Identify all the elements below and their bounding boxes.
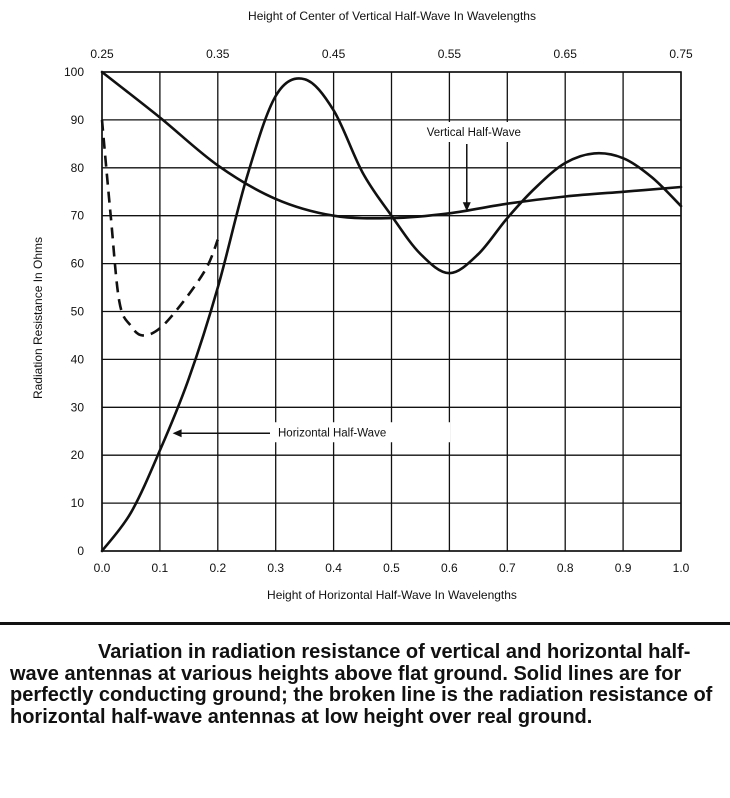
caption-divider	[0, 622, 730, 625]
x-tick-label: 0.0	[94, 561, 111, 575]
y-tick-label: 100	[64, 65, 84, 79]
x-tick-label: 0.3	[267, 561, 284, 575]
horizontal-label-bg	[272, 422, 450, 443]
x-tick-label: 1.0	[673, 561, 690, 575]
x2-tick-label: 0.25	[90, 47, 114, 61]
vertical-arrow-head	[462, 202, 471, 212]
x2-tick-label: 0.45	[322, 47, 346, 61]
y-tick-label: 0	[77, 544, 84, 558]
horizontal-half-wave-label: Horizontal Half-Wave	[278, 427, 386, 439]
y-tick-label: 20	[71, 448, 85, 462]
x2-tick-label: 0.65	[554, 47, 578, 61]
x2-tick-label: 0.55	[438, 47, 462, 61]
x2-tick-label: 0.35	[206, 47, 230, 61]
y-tick-label: 70	[71, 209, 85, 223]
x-tick-label: 0.6	[441, 561, 458, 575]
horizontal-half-wave-line	[100, 77, 683, 553]
y-tick-label: 80	[71, 161, 85, 175]
y-axis-title: Radiation Resistance In Ohms	[31, 237, 45, 399]
annotations: Vertical Half-Wave Horizontal Half-Wave	[172, 122, 549, 443]
y-tick-label: 90	[71, 113, 85, 127]
x-tick-label: 0.7	[499, 561, 516, 575]
top-axis-title: Height of Center of Vertical Half-Wave I…	[248, 9, 536, 23]
tick-labels: 0.0 0.1 0.2 0.3 0.4 0.5 0.6 0.7 0.8 0.9 1.0 0.25 0.3…	[64, 47, 693, 575]
series-layer	[100, 70, 683, 553]
radiation-resistance-chart: 0.0 0.1 0.2 0.3 0.4 0.5 0.6 0.7 0.8 0.9 1.0 0.25 0.3…	[31, 9, 693, 602]
horizontal-arrow-head	[172, 429, 182, 438]
plot-frame	[101, 71, 682, 552]
x-tick-label: 0.9	[615, 561, 632, 575]
x-tick-label: 0.2	[209, 561, 226, 575]
y-tick-label: 40	[71, 352, 85, 366]
y-tick-label: 10	[71, 496, 85, 510]
vertical-half-wave-label: Vertical Half-Wave	[427, 127, 521, 139]
x2-tick-label: 0.75	[669, 47, 693, 61]
figure-caption: Variation in radiation resistance of ver…	[10, 641, 713, 728]
dashed-real-ground-line	[100, 119, 220, 337]
x-tick-label: 0.8	[557, 561, 574, 575]
bottom-axis-title: Height of Horizontal Half-Wave In Wavele…	[267, 588, 517, 602]
vertical-half-wave-line	[100, 70, 683, 220]
y-tick-label: 30	[71, 400, 85, 414]
y-tick-label: 60	[71, 257, 85, 271]
x-tick-label: 0.1	[152, 561, 169, 575]
y-tick-label: 50	[71, 305, 85, 319]
vertical-label-bg	[398, 122, 549, 142]
x-tick-label: 0.5	[383, 561, 400, 575]
x-tick-label: 0.4	[325, 561, 342, 575]
